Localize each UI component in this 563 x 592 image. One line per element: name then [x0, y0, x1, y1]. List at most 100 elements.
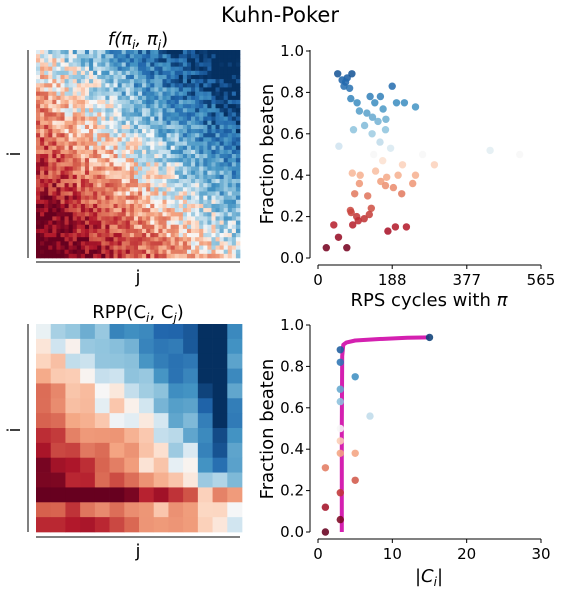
- heatmap-cell: [94, 413, 110, 429]
- heatmap-cell: [174, 70, 180, 76]
- heatmap-cell: [199, 233, 204, 238]
- heatmap-cell: [117, 249, 123, 255]
- heatmap-cell: [227, 166, 233, 171]
- heatmap-cell: [211, 137, 216, 142]
- heatmap-cell: [138, 203, 143, 209]
- heatmap-cell: [158, 183, 163, 188]
- heatmap-cell: [162, 149, 167, 155]
- heatmap-cell: [65, 428, 81, 444]
- heatmap-cell: [117, 233, 123, 238]
- heatmap-cell: [36, 472, 52, 488]
- heatmap-cell: [105, 249, 110, 255]
- heatmap-cell: [72, 124, 78, 130]
- heatmap-cell: [72, 70, 78, 76]
- heatmap-cell: [191, 195, 196, 201]
- x-tick-label: 377: [452, 271, 481, 289]
- heatmap-cell: [48, 237, 53, 242]
- heatmap-cell: [64, 224, 69, 230]
- heatmap-cell: [72, 228, 78, 234]
- heatmap-cell: [183, 398, 199, 414]
- heatmap-cell: [142, 183, 147, 188]
- heatmap-cell: [146, 212, 151, 217]
- heatmap-cell: [72, 183, 78, 188]
- heatmap-cell: [158, 228, 163, 234]
- heatmap-cell: [227, 413, 243, 429]
- heatmap-cell: [117, 241, 123, 246]
- heatmap-cell: [153, 368, 169, 384]
- heatmap-cell: [178, 212, 184, 217]
- heatmap-cell: [178, 195, 184, 201]
- heatmap-cell: [64, 66, 69, 72]
- heatmap-cell: [129, 124, 135, 130]
- heatmap-cell: [125, 112, 131, 117]
- heatmap-cell: [113, 212, 118, 217]
- heatmap-cell: [60, 108, 65, 113]
- heatmap-cell: [207, 149, 212, 155]
- heatmap-cell: [231, 70, 237, 76]
- heatmap-cell: [207, 129, 212, 134]
- heatmap-cell: [158, 58, 163, 63]
- heatmap-cell: [170, 245, 176, 251]
- heatmap-cell: [212, 472, 228, 488]
- heatmap-cell: [219, 245, 225, 251]
- heatmap-cell: [235, 220, 241, 226]
- scatter-point: [336, 397, 344, 406]
- heatmap-cell: [223, 79, 229, 84]
- heatmap-cell: [60, 133, 65, 138]
- heatmap-cell: [125, 195, 131, 201]
- heatmap-cell: [64, 158, 69, 163]
- scatter-point: [360, 215, 368, 223]
- heatmap-cell: [117, 95, 123, 101]
- heatmap-cell: [36, 368, 52, 384]
- heatmap-cell: [56, 104, 61, 109]
- heatmap-cell: [84, 124, 90, 130]
- heatmap-cell: [113, 79, 118, 84]
- heatmap-cell: [150, 245, 155, 251]
- heatmap-cell: [195, 178, 200, 184]
- heatmap-cell: [44, 104, 49, 109]
- heatmap-cell: [65, 457, 81, 473]
- heatmap-cell: [227, 145, 233, 151]
- heatmap-cell: [109, 124, 114, 130]
- heatmap-cell: [109, 87, 114, 92]
- heatmap-cell: [211, 178, 216, 184]
- scatter-point: [336, 358, 344, 366]
- heatmap-cell: [94, 338, 110, 355]
- heatmap-cell: [121, 129, 127, 134]
- heatmap-cell: [89, 120, 94, 126]
- heatmap-cell: [197, 324, 213, 340]
- heatmap-cell: [101, 87, 106, 92]
- heatmap-cell: [215, 178, 220, 184]
- heatmap-cell: [178, 74, 184, 80]
- heatmap-cell: [89, 228, 94, 234]
- heatmap-cell: [162, 187, 167, 192]
- heatmap-cell: [121, 195, 127, 201]
- heatmap-cell: [129, 58, 135, 63]
- heatmap-cell: [64, 54, 69, 59]
- heatmap-cell: [113, 187, 118, 192]
- heatmap-cell: [72, 62, 78, 67]
- heatmap-cell: [101, 133, 106, 138]
- heatmap-cell: [93, 249, 98, 255]
- heatmap-cell: [89, 220, 94, 226]
- heatmap-cell: [231, 99, 237, 105]
- heatmap-cell: [121, 241, 127, 246]
- heatmap-cell: [93, 237, 98, 242]
- heatmap-cell: [113, 62, 118, 67]
- heatmap-cell: [170, 133, 176, 138]
- heatmap-cell: [60, 154, 65, 159]
- heatmap-cell: [195, 133, 200, 138]
- heatmap-cell: [105, 54, 110, 59]
- heatmap-cell: [52, 208, 57, 213]
- heatmap-cell: [64, 233, 69, 238]
- heatmap-cell: [97, 74, 102, 80]
- heatmap-cell: [64, 212, 69, 217]
- heatmap-cell: [129, 54, 135, 59]
- heatmap-cell: [215, 124, 220, 130]
- heatmap-cell: [76, 195, 82, 201]
- heatmap-cell: [80, 108, 86, 113]
- heatmap-cell: [162, 79, 167, 84]
- heatmap-cell: [207, 95, 212, 101]
- heatmap-cell: [121, 162, 127, 167]
- heatmap-cell: [170, 124, 176, 130]
